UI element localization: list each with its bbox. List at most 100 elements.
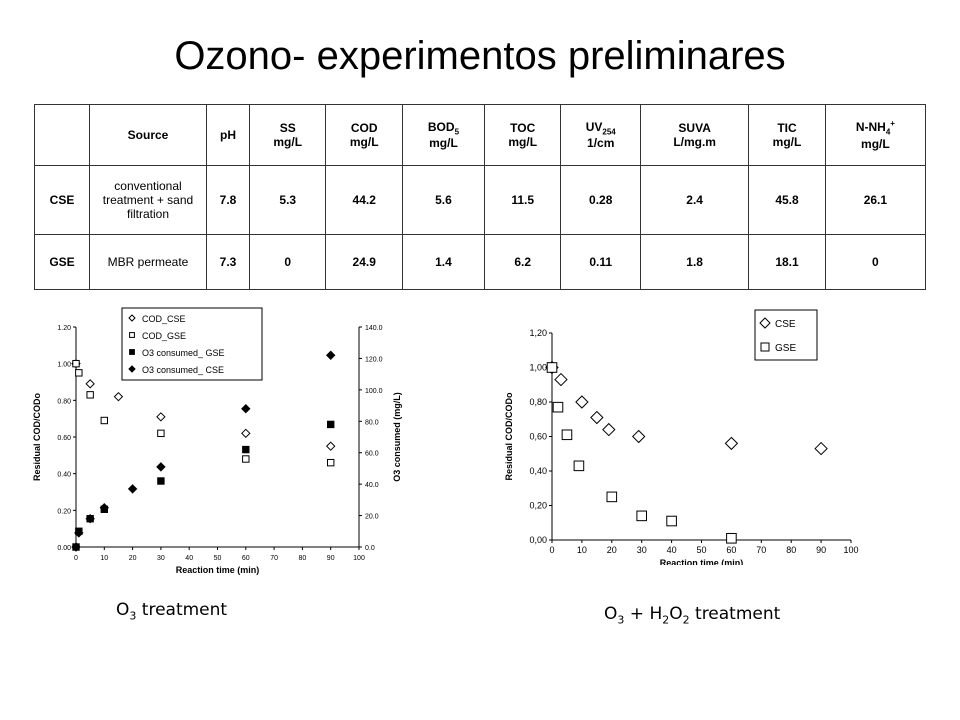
data-point (86, 391, 94, 399)
cell-bod5: 1.4 (401, 234, 485, 290)
cell-bod5: 5.6 (401, 165, 485, 235)
data-point (157, 477, 165, 485)
y-axis-label: Residual COD/CODo (504, 392, 514, 481)
data-point (72, 359, 80, 368)
y-tick-label: 0,20 (529, 501, 547, 511)
cell-ss: 5.3 (248, 165, 327, 235)
legend-marker (129, 349, 135, 355)
legend-marker (128, 314, 136, 322)
data-point (75, 369, 83, 377)
x-tick-label: 100 (843, 545, 858, 555)
data-point (325, 441, 336, 451)
data-point (590, 410, 604, 425)
data-point (156, 412, 166, 422)
table-row: CSE conventional treatment + sand filtra… (34, 165, 927, 235)
data-point (85, 514, 95, 524)
legend-marker (128, 365, 136, 373)
y-tick-label: 1,00 (529, 363, 547, 373)
header-tic: TIC mg/L (748, 104, 826, 166)
cell-tic: 45.8 (748, 165, 826, 235)
data-point (99, 503, 110, 513)
legend-marker (759, 317, 771, 329)
y-tick-label: 1,20 (529, 328, 547, 338)
x-tick-label: 80 (299, 555, 307, 562)
legend-label: O3 consumed_ GSE (142, 348, 225, 358)
cell-uv254: 0.11 (560, 234, 642, 290)
y-tick-label: 0.80 (57, 398, 71, 405)
data-point (632, 429, 646, 444)
y-tick-label: 0,40 (529, 466, 547, 476)
row-source: conventional treatment + sand filtration (89, 165, 207, 235)
data-point (575, 395, 589, 409)
y-tick-label: 0,60 (529, 432, 547, 442)
x-tick-label: 30 (637, 545, 647, 555)
data-point (100, 416, 108, 425)
cell-ss: 0 (248, 234, 327, 290)
x-axis-label: Reaction time (min) (660, 558, 744, 565)
row-id: GSE (34, 234, 90, 290)
data-point (636, 510, 647, 522)
cell-ph: 7.3 (206, 234, 250, 290)
caption-o3-h2o2: O3 + H2O2 treatment (604, 604, 781, 627)
cell-nnh4: 26.1 (824, 165, 927, 235)
table-header-row: Source pH SS mg/L COD mg/L BOD5 mg/L TOC mg/… (34, 104, 927, 166)
data-point (554, 372, 568, 387)
header-bod5: BOD5 mg/L (401, 104, 485, 166)
x-tick-label: 100 (353, 555, 365, 562)
cell-toc: 11.5 (483, 165, 562, 235)
x-tick-label: 60 (726, 545, 736, 555)
header-blank (34, 104, 90, 166)
y2-axis-label: O3 consumed (mg/L) (392, 392, 402, 482)
y2-tick-label: 140.0 (365, 325, 383, 332)
x-tick-label: 40 (667, 545, 677, 555)
data-point (127, 484, 138, 494)
y-tick-label: 1.20 (57, 325, 71, 332)
legend-box (121, 307, 263, 381)
data-point (327, 420, 335, 429)
table-row: GSE MBR permeate 7.3 0 24.9 1.4 6.2 0.11… (34, 234, 927, 290)
data-point (325, 350, 336, 360)
y2-tick-label: 0.0 (365, 545, 375, 552)
data-point (157, 429, 165, 438)
x-tick-label: 10 (100, 555, 108, 562)
data-point (242, 455, 250, 463)
row-id: CSE (34, 165, 90, 235)
data-point (156, 462, 166, 472)
y-tick-label: 0.20 (57, 508, 71, 515)
y2-tick-label: 80.0 (365, 419, 379, 426)
header-toc: TOC mg/L (483, 104, 562, 166)
data-point (113, 391, 124, 402)
o3-h2o2-chart: 0 10 20 30 40 50 60 70 80 90 100 0,00 0,20 0,40 0,60 0,… (504, 309, 859, 565)
x-tick-label: 0 (549, 545, 554, 555)
cell-tic: 18.1 (748, 234, 826, 290)
x-axis-label: Reaction time (min) (176, 565, 260, 575)
data-point (606, 491, 618, 503)
x-tick-label: 0 (74, 555, 78, 562)
header-ph: pH (206, 104, 250, 166)
legend-label: GSE (775, 343, 796, 354)
legend-label: CSE (775, 319, 796, 330)
data-point (241, 404, 251, 414)
data-point (241, 428, 251, 439)
data-point (814, 441, 828, 456)
x-tick-label: 50 (214, 555, 222, 562)
cell-suva: 2.4 (640, 165, 750, 235)
legend-label: COD_GSE (142, 331, 186, 341)
x-tick-label: 30 (157, 555, 165, 562)
data-point (74, 528, 84, 538)
header-source: Source (89, 104, 207, 166)
cell-cod: 24.9 (325, 234, 403, 290)
x-tick-label: 20 (129, 555, 137, 562)
header-nnh4: N-NH4+ mg/L (824, 104, 927, 166)
data-point (724, 436, 739, 451)
data-point (327, 458, 335, 467)
x-tick-label: 90 (327, 555, 335, 562)
data-point (546, 362, 558, 373)
x-tick-label: 90 (816, 545, 826, 555)
y-tick-label: 0.00 (57, 545, 71, 552)
data-point (666, 515, 677, 527)
x-tick-label: 60 (242, 555, 250, 562)
properties-table: Source pH SS mg/L COD mg/L BOD5 mg/L TOC mg/… (34, 104, 927, 290)
header-ss: SS mg/L (248, 104, 327, 166)
x-tick-label: 50 (696, 545, 706, 555)
